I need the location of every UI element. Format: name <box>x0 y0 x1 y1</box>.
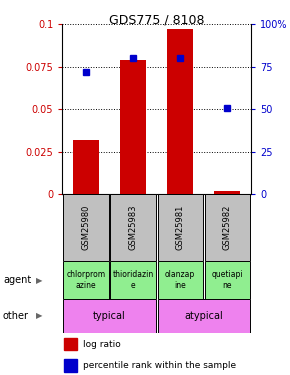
Bar <box>63 261 108 299</box>
Bar <box>205 194 250 261</box>
Bar <box>167 30 193 194</box>
Bar <box>110 194 156 261</box>
Bar <box>157 194 203 261</box>
Bar <box>205 261 250 299</box>
Text: log ratio: log ratio <box>83 339 121 348</box>
Text: typical: typical <box>93 311 126 321</box>
Text: ▶: ▶ <box>36 311 42 320</box>
Text: olanzap
ine: olanzap ine <box>165 270 195 290</box>
Bar <box>157 261 203 299</box>
Text: GSM25980: GSM25980 <box>81 205 90 250</box>
Text: thioridazin
e: thioridazin e <box>113 270 154 290</box>
Text: percentile rank within the sample: percentile rank within the sample <box>83 361 236 370</box>
Text: other: other <box>3 311 29 321</box>
Text: GSM25982: GSM25982 <box>223 205 232 250</box>
Bar <box>120 60 146 194</box>
Bar <box>73 140 99 194</box>
Bar <box>64 359 77 372</box>
Text: ▶: ▶ <box>36 276 42 285</box>
Text: chlorprom
azine: chlorprom azine <box>66 270 106 290</box>
Bar <box>157 299 250 333</box>
Text: GDS775 / 8108: GDS775 / 8108 <box>109 13 204 26</box>
Text: quetiapi
ne: quetiapi ne <box>211 270 243 290</box>
Bar <box>214 191 240 194</box>
Bar <box>63 299 156 333</box>
Text: agent: agent <box>3 275 31 285</box>
Bar <box>63 194 108 261</box>
Text: GSM25981: GSM25981 <box>176 205 185 250</box>
Bar <box>64 338 77 350</box>
Text: GSM25983: GSM25983 <box>128 205 137 251</box>
Text: atypical: atypical <box>184 311 223 321</box>
Bar <box>110 261 156 299</box>
